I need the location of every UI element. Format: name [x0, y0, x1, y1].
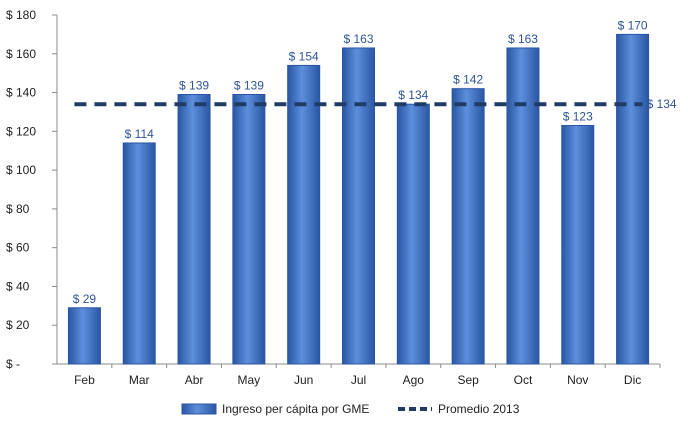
y-tick-label: $ 60 — [6, 241, 30, 255]
average-line-label: $ 134 — [647, 97, 677, 111]
bar-data-label: $ 139 — [234, 78, 264, 92]
y-axis-ticks: $ - $ 20 $ 40 $ 60 $ 80 $ 100 $ 120 $ 140 $ 160 $… — [6, 8, 57, 371]
bar — [122, 142, 156, 365]
bar — [561, 125, 595, 365]
legend: Ingreso per cápita por GME Promedio 2013 — [181, 402, 520, 416]
bar — [451, 88, 485, 365]
bar — [177, 93, 211, 365]
x-tick-label: Jun — [294, 373, 313, 387]
x-tick-label: Jul — [351, 373, 366, 387]
bar-data-label: $ 154 — [289, 49, 319, 63]
bar-data-label: $ 134 — [398, 88, 428, 102]
bar-data-label: $ 123 — [563, 110, 593, 124]
x-tick-label: Mar — [129, 373, 150, 387]
y-tick-label: $ 80 — [6, 202, 30, 216]
legend-label-line: Promedio 2013 — [438, 402, 520, 416]
average-line-series: $ 134 — [74, 97, 677, 111]
x-tick-label: Feb — [74, 373, 95, 387]
y-tick-label: $ 180 — [6, 8, 36, 22]
bar-data-label: $ 29 — [73, 292, 97, 306]
plot-area: $ - $ 20 $ 40 $ 60 $ 80 $ 100 $ 120 $ 140 $ 160 $… — [6, 8, 677, 387]
bar — [342, 47, 375, 365]
y-tick-label: $ 140 — [6, 86, 36, 100]
y-tick-label: $ 40 — [6, 279, 30, 293]
y-tick-label: $ 20 — [6, 318, 30, 332]
legend-label-bars: Ingreso per cápita por GME — [222, 402, 369, 416]
bar-data-label: $ 142 — [453, 73, 483, 87]
bar — [287, 64, 321, 365]
x-tick-label: Oct — [514, 373, 533, 387]
bar-series: $ 29 $ 114 $ 139 $ 139 $ 154 $ 163 $ 134 $ 142 $… — [67, 18, 650, 365]
legend-swatch-bars — [181, 403, 217, 415]
x-tick-label: Dic — [624, 373, 641, 387]
y-tick-label: $ - — [6, 357, 20, 371]
x-tick-label: Nov — [567, 373, 588, 387]
bar — [232, 93, 266, 365]
bar-data-label: $ 139 — [179, 78, 209, 92]
x-tick-label: Ago — [403, 373, 425, 387]
y-tick-label: $ 120 — [6, 124, 36, 138]
x-tick-label: May — [238, 373, 261, 387]
bar-data-label: $ 114 — [125, 127, 154, 141]
x-axis-labels: Feb Mar Abr May Jun Jul Ago Sep Oct Nov Dic — [74, 364, 661, 387]
x-tick-label: Sep — [457, 373, 479, 387]
bar — [396, 103, 430, 365]
bar — [616, 33, 650, 365]
bar-data-label: $ 163 — [508, 32, 538, 46]
x-tick-label: Abr — [185, 373, 204, 387]
bar — [67, 307, 101, 365]
bar-data-label: $ 170 — [618, 18, 648, 32]
y-tick-label: $ 160 — [6, 47, 36, 61]
bar — [506, 47, 540, 365]
y-tick-label: $ 100 — [6, 163, 36, 177]
bar-data-label: $ 163 — [343, 32, 373, 46]
